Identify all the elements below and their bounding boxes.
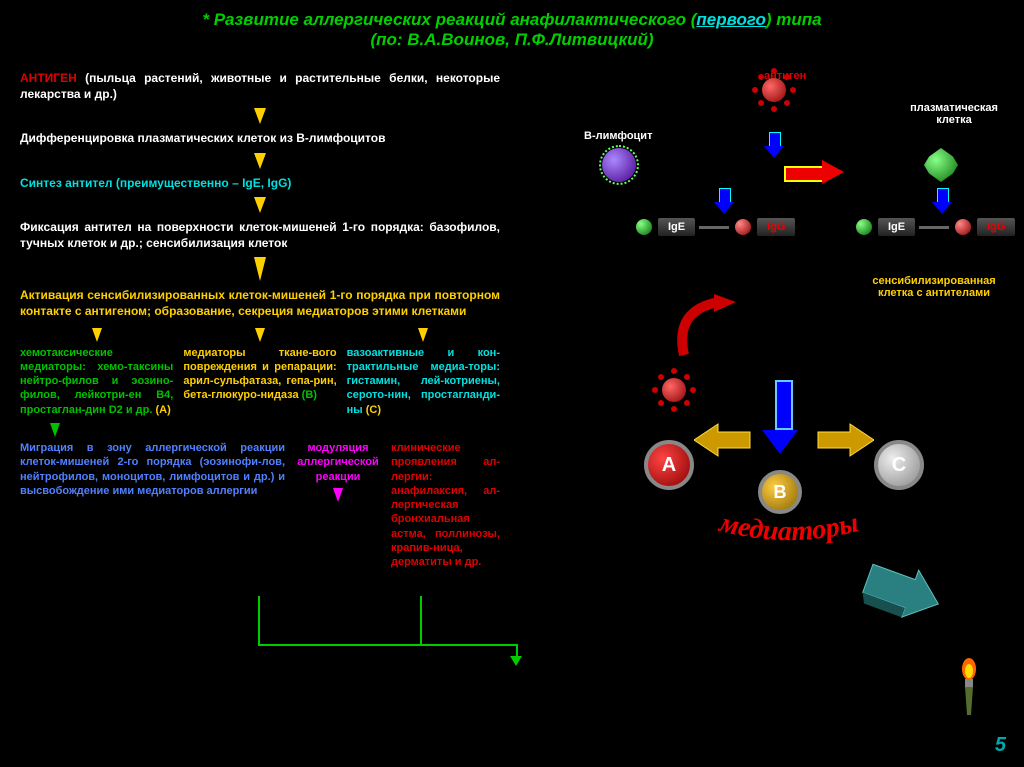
step-4: Фиксация антител на поверхности клеток-м…: [20, 219, 500, 251]
plasma-cell-icon: [924, 148, 958, 187]
ige-label: IgE: [878, 218, 915, 236]
arrow-down-icon: [254, 153, 266, 169]
virus-icon: [654, 370, 694, 415]
mediator-a: хемотаксические медиаторы: хемо-таксины …: [20, 346, 173, 417]
label-sensitized: сенсибилизированная клетка с антителами: [854, 275, 1014, 299]
ball-icon: [856, 219, 872, 235]
lymphocyte-icon: [602, 148, 636, 187]
arrow-down-icon: [510, 656, 522, 666]
arrow-down-icon: [255, 328, 265, 342]
outcome-modulation: модуляция аллергической реакции: [293, 441, 383, 484]
arrow-blue-down-icon: [769, 380, 798, 454]
antigen-text: (пыльца растений, животные и растительны…: [20, 71, 500, 101]
title-line2: (по: В.А.Воинов, П.Ф.Литвицкий): [370, 30, 653, 49]
connector-line: [258, 596, 260, 646]
ige-label: IgE: [658, 218, 695, 236]
arrow-down-icon: [50, 423, 60, 437]
ball-icon: [636, 219, 652, 235]
arrow-down-icon: [418, 328, 428, 342]
page-number: 5: [995, 734, 1006, 757]
ball-icon: [955, 219, 971, 235]
virus-icon: [754, 70, 794, 115]
arrow-blue-down-icon: [932, 188, 952, 219]
antigen-label: АНТИГЕН: [20, 71, 77, 85]
step-3: Синтез антител (преимущественно – IgE, I…: [20, 175, 500, 191]
label-blymph: В-лимфоцит: [584, 130, 652, 142]
arrow-down-icon: [333, 488, 343, 502]
ig-bar-2: IgE IgG: [854, 218, 1015, 236]
step-antigen: АНТИГЕН (пыльца растений, животные и рас…: [20, 70, 500, 102]
label-plasma: плазматическая клетка: [894, 102, 1014, 126]
curved-arrow-icon: [664, 290, 754, 370]
ball-icon: [735, 219, 751, 235]
igg-label: IgG: [977, 218, 1015, 236]
title-prefix: * Развитие аллергических реакций анафила…: [202, 10, 696, 29]
svg-text:медиаторы: медиаторы: [716, 507, 862, 547]
arrow-down-icon: [254, 197, 266, 213]
arrow-down-icon: [254, 108, 266, 124]
step-5: Активация сенсибилизированных клеток-миш…: [20, 287, 500, 319]
page-title: * Развитие аллергических реакций анафила…: [0, 0, 1024, 54]
outcome-row: [20, 421, 500, 441]
flowchart-left: АНТИГЕН (пыльца растений, животные и рас…: [20, 70, 500, 570]
connector-line: [420, 596, 422, 644]
igg-label: IgG: [757, 218, 795, 236]
outcome-migration: Миграция в зону аллергической реакции кл…: [20, 441, 285, 570]
torch-icon: [954, 657, 984, 717]
outcome-boxes: Миграция в зону аллергической реакции кл…: [20, 441, 500, 570]
connector-line: [258, 644, 518, 646]
outcome-clinical: клинические проявления ал-лергии: анафил…: [391, 441, 500, 570]
mediator-b: медиаторы ткане-вого повреждения и репар…: [183, 346, 336, 403]
arrow-3d-icon: [854, 560, 944, 630]
title-underlined: первого: [696, 10, 766, 29]
ig-bar-1: IgE IgG: [634, 218, 795, 236]
arrow-down-icon: [254, 257, 266, 281]
mediator-columns: хемотаксические медиаторы: хемо-таксины …: [20, 326, 500, 417]
title-suffix: ) типа: [766, 10, 822, 29]
step-2: Дифференцировка плазматических клеток из…: [20, 130, 500, 146]
arrow-blue-down-icon: [764, 132, 784, 163]
arrow-blue-down-icon: [714, 188, 734, 219]
arrow-right-icon: [784, 160, 844, 189]
arrow-down-icon: [92, 328, 102, 342]
mediators-curved-text: медиаторы: [624, 450, 954, 560]
mediator-c: вазоактивные и кон-трактильные медиа-тор…: [347, 346, 500, 417]
